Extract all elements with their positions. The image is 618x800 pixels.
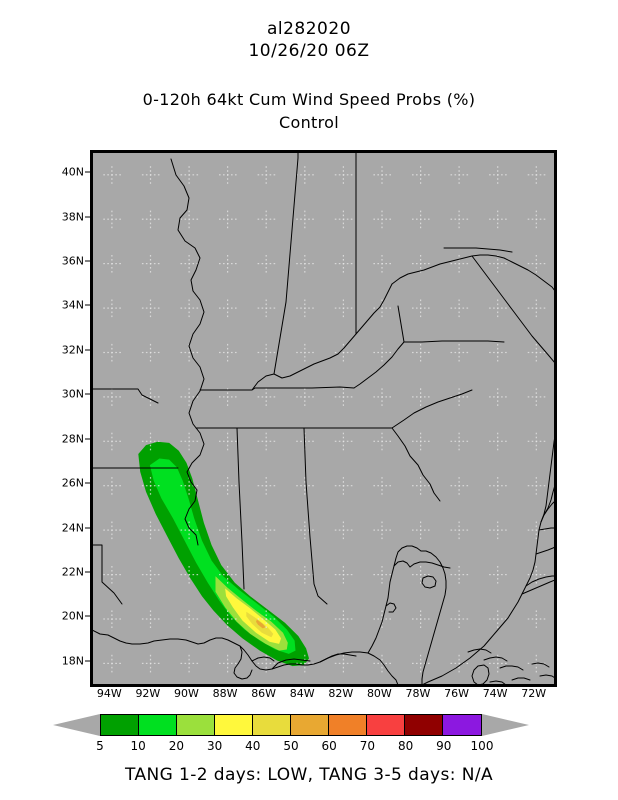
colorbar-cell-10[interactable] — [139, 715, 177, 735]
lat-tick-mark — [85, 216, 90, 218]
colorbar-label: 60 — [321, 739, 337, 753]
lon-tick-label: 92W — [135, 687, 161, 700]
lat-tick-label: 40N — [61, 165, 84, 179]
run-type-label: Control — [279, 113, 339, 132]
lat-tick-label: 24N — [61, 521, 84, 535]
probability-contour-10 — [149, 458, 296, 654]
lat-tick-mark — [85, 527, 90, 529]
lat-tick-label: 34N — [61, 298, 84, 312]
lat-tick-mark — [85, 171, 90, 173]
valid-datetime-label: 10/26/20 06Z — [248, 41, 370, 61]
colorbar-label: 30 — [206, 739, 223, 753]
lon-tick-label: 94W — [96, 687, 122, 700]
lat-tick-label: 38N — [61, 210, 84, 224]
lon-tick-label: 78W — [405, 687, 431, 700]
probability-contour-layer — [138, 441, 309, 667]
map-frame-border — [92, 152, 555, 685]
lon-tick-label: 72W — [521, 687, 547, 700]
lat-lon-grid-dots — [103, 166, 546, 673]
colorbar-over-arrow — [482, 714, 529, 736]
coastline-border-layer — [92, 152, 555, 685]
lon-tick-label: 86W — [251, 687, 277, 700]
lon-tick-label: 82W — [328, 687, 354, 700]
colorbar-cell-60[interactable] — [329, 715, 367, 735]
lat-tick-label: 30N — [61, 387, 84, 401]
colorbar-cell-30[interactable] — [215, 715, 253, 735]
lat-tick-label: 18N — [61, 654, 84, 668]
product-title-label: 0-120h 64kt Cum Wind Speed Probs (%) — [142, 90, 476, 109]
map-svg-canvas — [92, 152, 555, 685]
colorbar-label: 50 — [283, 739, 299, 753]
probability-contour-50 — [256, 619, 266, 629]
lat-tick-label: 36N — [61, 254, 84, 268]
tang-status-footer: TANG 1-2 days: LOW, TANG 3-5 days: N/A — [125, 765, 493, 785]
lat-tick-mark — [85, 393, 90, 395]
lat-tick-label: 28N — [61, 432, 84, 446]
latitude-axis: 40N 38N 36N 34N 32N 30N 28N 26N 24N 22N 20N 18N — [0, 150, 90, 683]
colorbar-label: 10 — [130, 739, 146, 753]
lon-tick-label: 80W — [366, 687, 392, 700]
lat-tick-mark — [85, 349, 90, 351]
lat-tick-mark — [85, 571, 90, 573]
colorbar-label: 5 — [96, 739, 104, 753]
lat-tick-label: 26N — [61, 476, 84, 490]
lon-tick-label: 90W — [174, 687, 199, 700]
longitude-axis: 94W 92W 90W 88W 86W 84W 82W 80W 78W 76W 74W 72W — [90, 685, 553, 707]
lat-tick-mark — [85, 660, 90, 662]
colorbar-label: 100 — [470, 739, 494, 753]
lon-tick-label: 84W — [289, 687, 315, 700]
map-plot-area[interactable] — [90, 150, 557, 687]
colorbar-cell-40[interactable] — [253, 715, 291, 735]
colorbar-cell-50[interactable] — [291, 715, 329, 735]
storm-id-label: al282020 — [266, 19, 352, 39]
lat-tick-mark — [85, 482, 90, 484]
colorbar-label: 70 — [359, 739, 376, 753]
lat-tick-mark — [85, 304, 90, 306]
colorbar-swatches[interactable] — [100, 714, 482, 736]
lat-tick-label: 22N — [61, 565, 84, 579]
lat-tick-label: 32N — [61, 343, 84, 357]
colorbar-cell-80[interactable] — [405, 715, 443, 735]
lat-tick-mark — [85, 260, 90, 262]
colorbar-tick-labels: 5 10 20 30 40 50 60 70 80 90 100 — [0, 739, 618, 757]
lat-tick-mark — [85, 615, 90, 617]
colorbar-cell-5[interactable] — [101, 715, 139, 735]
lon-tick-label: 74W — [482, 687, 508, 700]
lon-tick-label: 88W — [212, 687, 238, 700]
header-title-block: al282020 10/26/20 06Z — [0, 18, 618, 62]
colorbar-cell-90[interactable] — [443, 715, 481, 735]
colorbar-label: 80 — [397, 739, 414, 753]
lat-tick-label: 20N — [61, 609, 84, 623]
colorbar-label: 20 — [168, 739, 185, 753]
colorbar-container[interactable] — [0, 714, 618, 738]
colorbar-cell-70[interactable] — [367, 715, 405, 735]
colorbar-cell-20[interactable] — [177, 715, 215, 735]
lon-tick-label: 76W — [444, 687, 469, 700]
colorbar-label: 90 — [436, 739, 452, 753]
product-subtitle-block: 0-120h 64kt Cum Wind Speed Probs (%) Con… — [0, 88, 618, 134]
colorbar-label: 40 — [245, 739, 261, 753]
colorbar-under-arrow — [53, 714, 100, 736]
map-background — [92, 152, 555, 685]
lat-tick-mark — [85, 438, 90, 440]
